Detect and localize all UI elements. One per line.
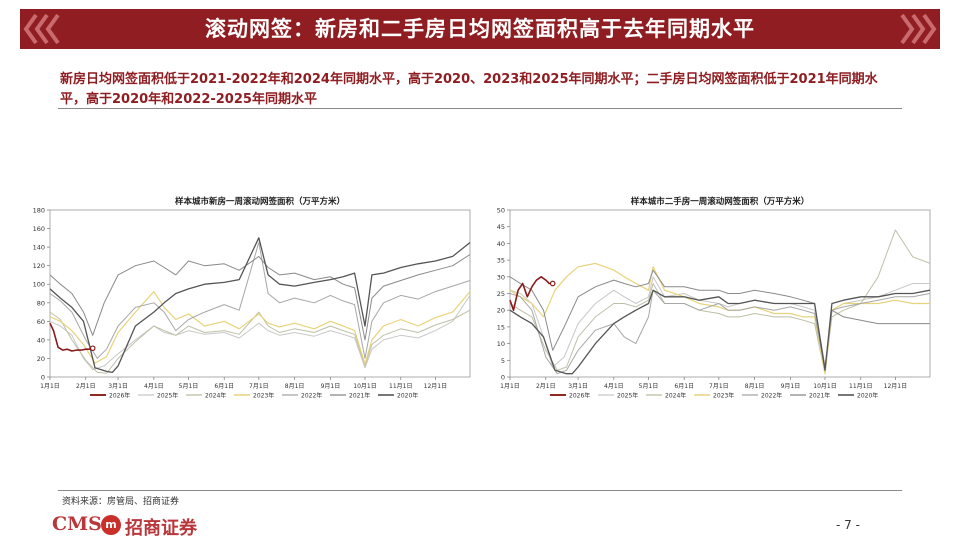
x-tick-label: 1月1日 <box>40 383 60 390</box>
series-line-2024 <box>49 309 471 374</box>
legend-label: 2022年 <box>301 392 322 400</box>
chart-title: 样本城市新房一周滚动网签面积（万平方米） <box>175 196 345 207</box>
logo-chinese: 招商证券 <box>125 518 197 539</box>
legend-label: 2026年 <box>109 392 130 400</box>
chart-new-house-svg: 样本城市新房一周滚动网签面积（万平方米） 0 20 40 60 80 100 120 140 16… <box>33 196 471 400</box>
y-tick-label: 35 <box>497 257 505 265</box>
x-tick-label: 8月1日 <box>285 383 305 390</box>
x-tick-label: 2月1日 <box>76 383 96 390</box>
y-tick-label: 20 <box>37 355 45 363</box>
y-tick-label: 5 <box>501 357 505 365</box>
x-tick-label: 9月1日 <box>321 383 341 390</box>
latest-point-marker <box>89 345 96 352</box>
x-tick-label: 10月1日 <box>813 383 836 390</box>
summary-text: 新房日均网签面积低于2021-2022年和2024年同期水平，高于2020、20… <box>60 72 878 107</box>
series-line-2021 <box>49 254 471 341</box>
series-line-2023 <box>509 262 930 375</box>
x-tick-label: 4月1日 <box>144 383 164 390</box>
x-tick-label: 7月1日 <box>709 383 729 390</box>
divider-top <box>58 108 902 109</box>
series-line-2020 <box>49 237 471 374</box>
x-tick-label: 11月1日 <box>389 383 412 390</box>
x-tick-label: 5月1日 <box>639 383 659 390</box>
x-tick-label: 9月1日 <box>781 383 801 390</box>
legend-label: 2025年 <box>617 392 638 400</box>
y-tick-label: 15 <box>497 323 505 331</box>
legend-label: 2023年 <box>713 392 734 400</box>
y-tick-label: 40 <box>497 240 505 248</box>
series-line-2022 <box>49 242 471 359</box>
legend-label: 2020年 <box>857 392 878 400</box>
y-tick-label: 20 <box>497 307 505 315</box>
x-tick-label: 12月1日 <box>424 383 447 390</box>
y-tick-label: 0 <box>41 374 45 382</box>
series-line-2026 <box>509 276 553 311</box>
chart-second-hand-svg: 样本城市二手房一周滚动网签面积（万平方米） 0 5 10 15 20 25 30 35 40 45 5… <box>497 196 931 400</box>
x-tick-label: 1月1日 <box>500 383 520 390</box>
x-tick-label: 6月1日 <box>674 383 694 390</box>
divider-bottom <box>58 490 902 491</box>
legend-label: 2020年 <box>397 392 418 400</box>
chart-title: 样本城市二手房一周滚动网签面积（万平方米） <box>631 196 810 207</box>
x-tick-label: 11月1日 <box>849 383 872 390</box>
chevron-right-decoration-icon <box>900 13 937 45</box>
logo-badge-icon: m <box>101 515 121 535</box>
x-tick-label: 3月1日 <box>568 383 588 390</box>
y-tick-label: 80 <box>37 299 45 307</box>
series-line-2025 <box>49 295 471 371</box>
legend-label: 2023年 <box>253 392 274 400</box>
chart-new-house: 样本城市新房一周滚动网签面积（万平方米） 0 20 40 60 80 100 120 140 16… <box>20 180 480 414</box>
y-tick-label: 100 <box>33 281 45 289</box>
series-line-2021 <box>509 269 930 368</box>
y-tick-label: 10 <box>497 340 505 348</box>
series-line-2026 <box>49 322 93 352</box>
x-tick-label: 3月1日 <box>108 383 128 390</box>
x-tick-label: 8月1日 <box>745 383 765 390</box>
series-line-2022 <box>509 289 931 375</box>
x-tick-label: 2月1日 <box>536 383 556 390</box>
y-tick-label: 0 <box>501 374 505 382</box>
x-tick-label: 10月1日 <box>353 383 376 390</box>
y-tick-label: 120 <box>33 262 45 270</box>
x-tick-label: 6月1日 <box>214 383 234 390</box>
page-number: - 7 - <box>836 518 860 532</box>
y-tick-label: 140 <box>33 244 45 252</box>
legend-label: 2024年 <box>665 392 686 400</box>
series-line-2024 <box>509 229 931 375</box>
y-tick-label: 160 <box>33 225 45 233</box>
x-tick-label: 5月1日 <box>179 383 199 390</box>
latest-point-marker <box>549 280 556 287</box>
y-tick-label: 30 <box>497 273 505 281</box>
y-tick-label: 45 <box>497 223 505 231</box>
x-tick-label: 12月1日 <box>884 383 907 390</box>
y-tick-label: 40 <box>37 336 45 344</box>
plot-frame <box>49 209 471 378</box>
y-tick-label: 60 <box>37 318 45 326</box>
x-tick-label: 7月1日 <box>249 383 269 390</box>
chart-second-hand: 样本城市二手房一周滚动网签面积（万平方米） 0 5 10 15 20 25 30 35 40 45 5… <box>480 180 940 414</box>
legend-label: 2024年 <box>205 392 226 400</box>
chevron-left-decoration-icon <box>23 13 60 45</box>
y-tick-label: 50 <box>497 207 505 215</box>
y-tick-label: 180 <box>33 207 45 215</box>
logo-latin: CMS <box>52 513 102 535</box>
title-banner: 滚动网签：新房和二手房日均网签面积高于去年同期水平 <box>20 9 940 49</box>
legend-label: 2021年 <box>809 392 830 400</box>
legend-label: 2026年 <box>569 392 590 400</box>
legend-label: 2021年 <box>349 392 370 400</box>
series-line-2020 <box>509 289 931 375</box>
source-note: 资料来源：房管局、招商证券 <box>62 497 180 507</box>
legend-label: 2025年 <box>157 392 178 400</box>
series-line-2023 <box>49 290 471 365</box>
y-tick-label: 25 <box>497 290 505 298</box>
x-tick-label: 4月1日 <box>604 383 624 390</box>
page-title: 滚动网签：新房和二手房日均网签面积高于去年同期水平 <box>205 17 755 41</box>
legend-label: 2022年 <box>761 392 782 400</box>
